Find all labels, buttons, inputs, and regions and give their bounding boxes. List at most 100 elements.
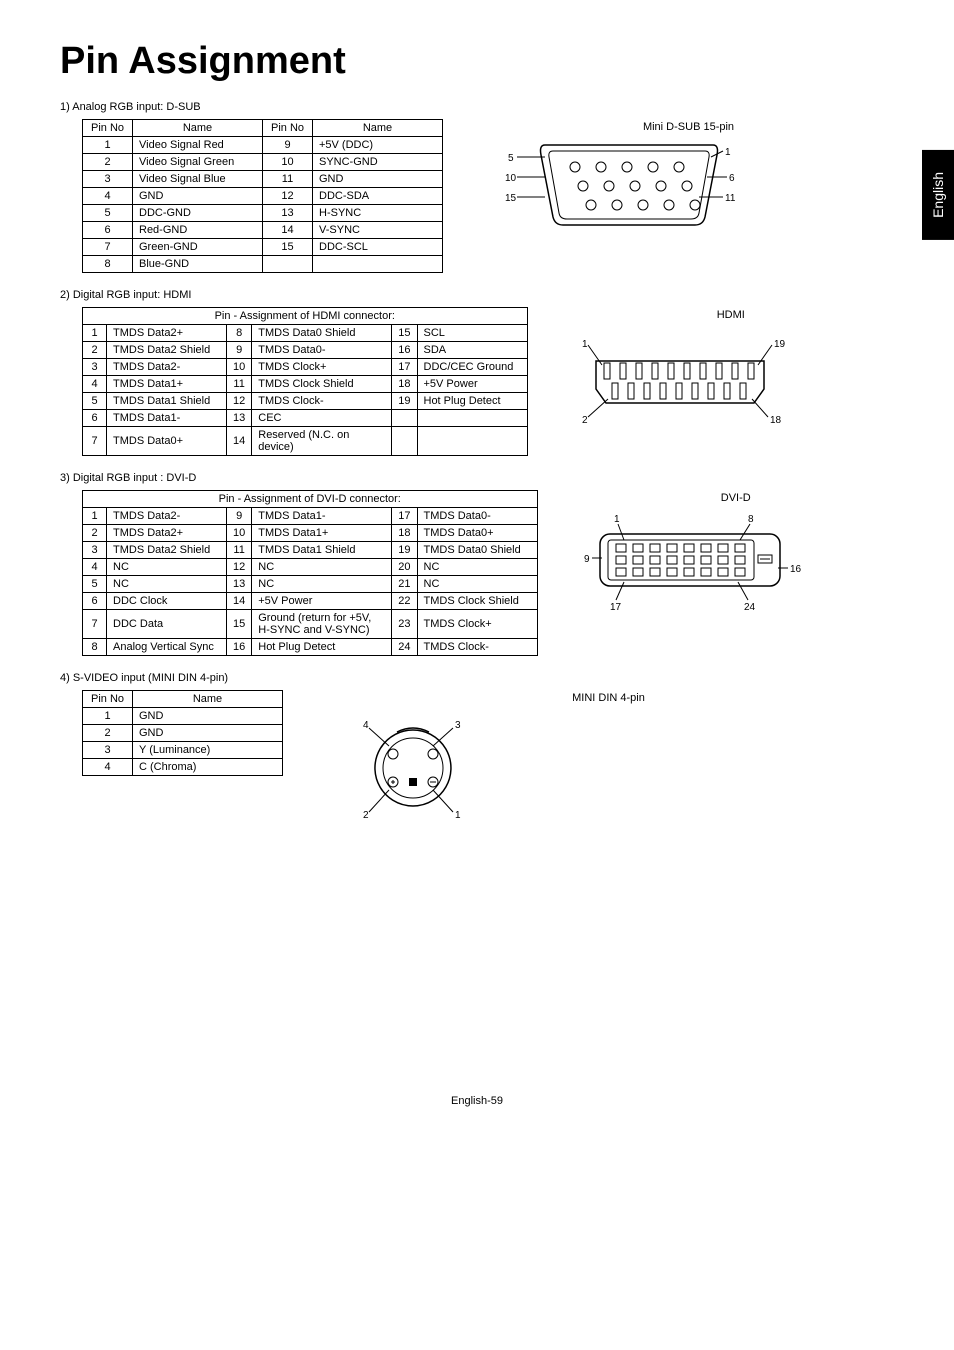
table-cell: TMDS Data0-: [252, 342, 392, 359]
table-row: 7Green-GND15DDC-SCL: [83, 239, 443, 256]
table-cell: DDC-SCL: [313, 239, 443, 256]
table-cell: 9: [263, 137, 313, 154]
table-cell: 9: [227, 508, 252, 525]
table-cell: [417, 410, 527, 427]
table-row: 2Video Signal Green10SYNC-GND: [83, 154, 443, 171]
table-cell: 4: [83, 559, 107, 576]
table-cell: Video Signal Green: [133, 154, 263, 171]
table-row: 4NC12NC20NC: [83, 559, 538, 576]
svg-text:6: 6: [729, 173, 735, 184]
table-cell: 8: [227, 325, 252, 342]
table-cell: TMDS Clock Shield: [252, 376, 392, 393]
svideo-caption: MINI DIN 4-pin: [323, 692, 894, 704]
svg-text:2: 2: [363, 810, 369, 821]
svg-text:1: 1: [725, 147, 731, 158]
table-cell: DDC Data: [107, 610, 227, 639]
table-cell: 5: [83, 393, 107, 410]
table-cell: Reserved (N.C. on device): [252, 427, 392, 456]
table-cell: 19: [392, 393, 417, 410]
table-cell: 3: [83, 171, 133, 188]
svideo-table: Pin No Name 1GND2GND3Y (Luminance)4C (Ch…: [82, 690, 283, 776]
table-row: 4C (Chroma): [83, 759, 283, 776]
table-cell: Analog Vertical Sync: [107, 639, 227, 656]
dvid-diagram: 1 8 9 16 17 24: [578, 510, 808, 620]
table-cell: 4: [83, 376, 107, 393]
th-name-sv: Name: [133, 691, 283, 708]
svg-text:3: 3: [455, 720, 461, 731]
table-cell: TMDS Data1 Shield: [107, 393, 227, 410]
table-cell: 8: [83, 256, 133, 273]
table-cell: 3: [83, 742, 133, 759]
table-row: 3TMDS Data2-10TMDS Clock+17DDC/CEC Groun…: [83, 359, 528, 376]
table-cell: TMDS Data2+: [107, 325, 227, 342]
table-cell: TMDS Data0-: [417, 508, 537, 525]
table-row: 7DDC Data15Ground (return for +5V, H-SYN…: [83, 610, 538, 639]
page-title: Pin Assignment: [60, 40, 894, 83]
table-row: 3Video Signal Blue11GND: [83, 171, 443, 188]
table-cell: TMDS Data2 Shield: [107, 342, 227, 359]
table-row: 2TMDS Data2 Shield9TMDS Data0-16SDA: [83, 342, 528, 359]
table-cell: 2: [83, 342, 107, 359]
table-row: 1Video Signal Red9+5V (DDC): [83, 137, 443, 154]
table-cell: 5: [83, 576, 107, 593]
table-row: 5TMDS Data1 Shield12TMDS Clock-19Hot Plu…: [83, 393, 528, 410]
svg-text:8: 8: [748, 514, 754, 525]
table-cell: TMDS Data2-: [107, 359, 227, 376]
table-cell: TMDS Clock-: [252, 393, 392, 410]
table-cell: 6: [83, 410, 107, 427]
th-pin2: Pin No: [263, 120, 313, 137]
table-cell: [263, 256, 313, 273]
table-cell: TMDS Data0 Shield: [252, 325, 392, 342]
table-cell: Y (Luminance): [133, 742, 283, 759]
table-cell: NC: [417, 576, 537, 593]
section4-label: 4) S-VIDEO input (MINI DIN 4-pin): [60, 672, 894, 684]
table-cell: Video Signal Red: [133, 137, 263, 154]
table-cell: 12: [263, 188, 313, 205]
table-cell: Hot Plug Detect: [417, 393, 527, 410]
table-cell: GND: [133, 188, 263, 205]
table-cell: 1: [83, 508, 107, 525]
page-footer: English-59: [60, 1095, 894, 1107]
table-row: 6DDC Clock14+5V Power22TMDS Clock Shield: [83, 593, 538, 610]
table-cell: 12: [227, 393, 252, 410]
svg-text:15: 15: [505, 193, 517, 204]
table-row: 1GND: [83, 708, 283, 725]
table-cell: V-SYNC: [313, 222, 443, 239]
table-cell: Hot Plug Detect: [252, 639, 392, 656]
table-cell: 13: [227, 410, 252, 427]
table-cell: TMDS Data1+: [107, 376, 227, 393]
table-cell: Green-GND: [133, 239, 263, 256]
table-row: 4GND12DDC-SDA: [83, 188, 443, 205]
table-cell: 1: [83, 708, 133, 725]
table-row: 5DDC-GND13H-SYNC: [83, 205, 443, 222]
table-cell: 1: [83, 325, 107, 342]
table-cell: SYNC-GND: [313, 154, 443, 171]
svg-text:16: 16: [790, 564, 802, 575]
table-cell: 19: [392, 542, 417, 559]
table-cell: DDC-SDA: [313, 188, 443, 205]
table-cell: NC: [252, 559, 392, 576]
svg-text:2: 2: [582, 415, 588, 426]
table-cell: 7: [83, 239, 133, 256]
svg-text:11: 11: [725, 193, 736, 204]
table-cell: 10: [263, 154, 313, 171]
hdmi-header: Pin - Assignment of HDMI connector:: [83, 308, 528, 325]
table-cell: NC: [417, 559, 537, 576]
table-cell: 9: [227, 342, 252, 359]
table-cell: 12: [227, 559, 252, 576]
table-cell: GND: [133, 708, 283, 725]
table-cell: TMDS Clock+: [252, 359, 392, 376]
table-cell: 15: [227, 610, 252, 639]
table-cell: DDC/CEC Ground: [417, 359, 527, 376]
table-row: 1TMDS Data2+8TMDS Data0 Shield15SCL: [83, 325, 528, 342]
svg-text:17: 17: [610, 602, 622, 613]
table-cell: TMDS Data1 Shield: [252, 542, 392, 559]
section2-label: 2) Digital RGB input: HDMI: [60, 289, 894, 301]
table-cell: 20: [392, 559, 417, 576]
dsub-diagram: 5 10 15 1 6 11: [483, 139, 743, 249]
table-cell: 2: [83, 154, 133, 171]
hdmi-caption: HDMI: [568, 309, 895, 321]
svideo-diagram: 4 3 2 1: [323, 710, 503, 830]
table-cell: TMDS Data1+: [252, 525, 392, 542]
table-cell: +5V Power: [417, 376, 527, 393]
